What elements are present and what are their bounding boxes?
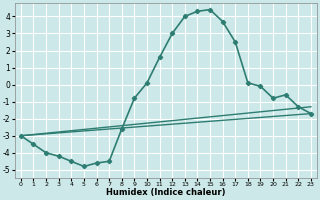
X-axis label: Humidex (Indice chaleur): Humidex (Indice chaleur) [106, 188, 226, 197]
